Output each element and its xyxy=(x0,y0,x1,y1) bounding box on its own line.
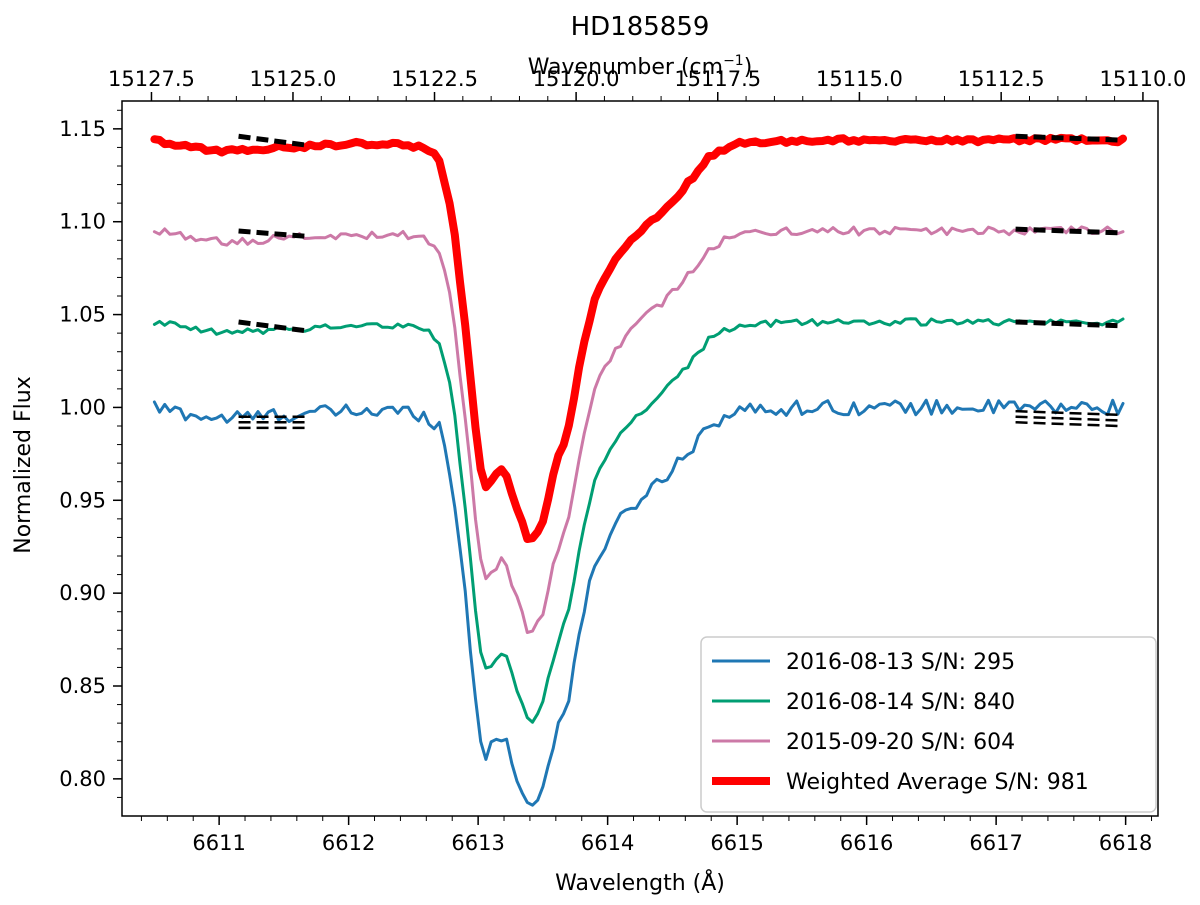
continuum-fit-line xyxy=(1015,415,1120,422)
legend-label: 2016-08-13 S/N: 295 xyxy=(786,650,1015,675)
x-tick-label: 6615 xyxy=(710,831,763,855)
x2-tick-label: 15117.5 xyxy=(674,67,761,91)
legend-label: 2015-09-20 S/N: 604 xyxy=(786,730,1015,755)
y-tick-label: 1.05 xyxy=(59,303,106,327)
continuum-fit-line xyxy=(238,228,310,240)
top-axis-label: Wavenumber (cm−1) xyxy=(528,53,753,80)
y-tick-label: 0.80 xyxy=(59,767,106,791)
x2-tick-label: 15115.0 xyxy=(816,67,903,91)
y-tick-label: 1.00 xyxy=(59,395,106,419)
y-tick-label: 0.85 xyxy=(59,674,106,698)
x-axis-label: Wavelength (Å) xyxy=(555,869,725,896)
x2-tick-label: 15120.0 xyxy=(533,67,620,91)
x2-tick-label: 15127.5 xyxy=(108,67,195,91)
chart-title: HD185859 xyxy=(571,12,710,42)
y-tick-label: 0.95 xyxy=(59,488,106,512)
continuum-fit-line xyxy=(1015,421,1120,428)
legend: 2016-08-13 S/N: 295 2016-08-14 S/N: 840 20… xyxy=(700,636,1157,813)
x-tick-label: 6611 xyxy=(192,831,245,855)
axis-ticks: 6611 6612 6613 6614 6615 6616 6617 6618 0.80 0.85… xyxy=(59,67,1186,855)
x-tick-label: 6616 xyxy=(840,831,893,855)
continuum-fit-line xyxy=(238,133,311,149)
x2-tick-label: 15125.0 xyxy=(250,67,337,91)
x2-tick-label: 15110.0 xyxy=(1100,67,1187,91)
series-line xyxy=(150,133,1127,543)
y-tick-label: 1.10 xyxy=(59,210,106,234)
x-tick-label: 6613 xyxy=(451,831,504,855)
x-tick-label: 6614 xyxy=(581,831,634,855)
legend-label: Weighted Average S/N: 981 xyxy=(786,770,1089,795)
series-line xyxy=(152,317,1125,724)
x-tick-label: 6612 xyxy=(322,831,375,855)
y-axis-label: Normalized Flux xyxy=(11,376,36,553)
x2-tick-label: 15122.5 xyxy=(391,67,478,91)
x2-tick-label: 15112.5 xyxy=(958,67,1045,91)
series-line xyxy=(152,225,1125,634)
series-line xyxy=(152,398,1125,807)
x-tick-label: 6617 xyxy=(969,831,1022,855)
legend-box xyxy=(700,636,1157,813)
legend-label: 2016-08-14 S/N: 840 xyxy=(786,690,1015,715)
y-tick-label: 1.15 xyxy=(59,117,106,141)
continuum-fit-line xyxy=(238,319,311,334)
plot-frame xyxy=(121,100,1159,817)
y-tick-label: 0.90 xyxy=(59,581,106,605)
series-layer xyxy=(150,133,1127,807)
x-tick-label: 6618 xyxy=(1099,831,1152,855)
continuum-fit-layer xyxy=(238,133,1120,430)
